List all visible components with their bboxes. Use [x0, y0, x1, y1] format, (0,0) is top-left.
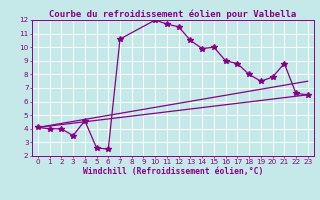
- Title: Courbe du refroidissement éolien pour Valbella: Courbe du refroidissement éolien pour Va…: [49, 10, 296, 19]
- X-axis label: Windchill (Refroidissement éolien,°C): Windchill (Refroidissement éolien,°C): [83, 167, 263, 176]
